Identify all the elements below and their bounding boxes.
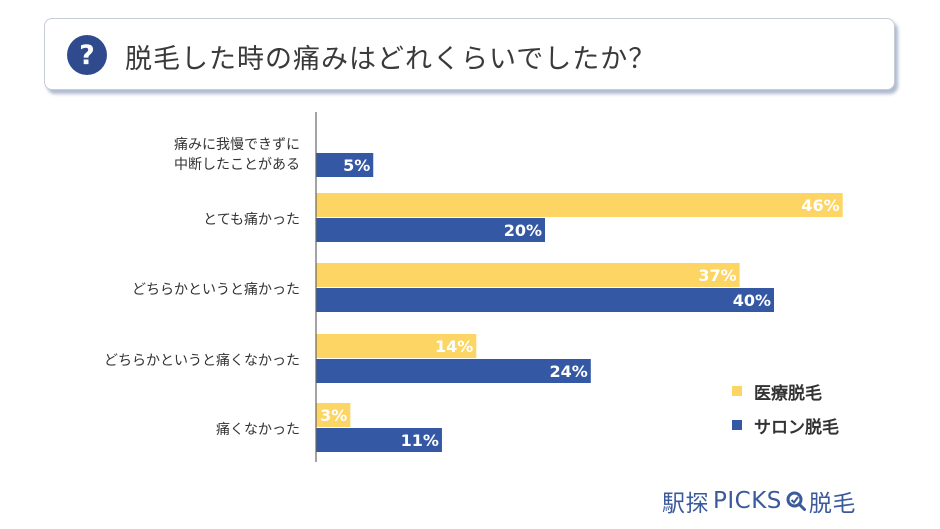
value-label-salon: 11%: [401, 431, 439, 450]
value-label-medical: 14%: [435, 337, 473, 356]
bar-salon: [316, 428, 442, 452]
brand-name-left: 駅探: [662, 491, 709, 517]
category-label: 痛みに我慢できずに中断したことがある: [174, 136, 300, 173]
legend-swatch-medical: [732, 386, 742, 396]
brand-name-right: 脱毛: [808, 491, 856, 517]
brand-logo: 駅探 PICKS 脱毛: [662, 484, 856, 518]
category-label: とても痛かった: [203, 211, 300, 228]
question-circle-icon: ?: [67, 35, 107, 75]
legend-label-salon: サロン脱毛: [754, 417, 839, 438]
value-label-medical: 46%: [801, 196, 839, 215]
legend-item-medical: 医療脱毛: [732, 374, 839, 408]
value-label-salon: 24%: [550, 362, 588, 381]
bar-medical: [316, 193, 843, 217]
magnifier-icon: [786, 491, 806, 511]
legend: 医療脱毛 サロン脱毛: [732, 374, 839, 442]
bar-medical: [316, 263, 740, 287]
value-label-salon: 5%: [343, 156, 370, 175]
bar-salon: [316, 359, 591, 383]
category-label: どちらかというと痛かった: [132, 281, 300, 298]
value-label-salon: 40%: [733, 291, 771, 310]
value-label-medical: 3%: [320, 406, 347, 425]
bar-medical: [316, 403, 351, 427]
bar-salon: [316, 153, 374, 177]
legend-swatch-salon: [732, 420, 742, 430]
bar-salon: [316, 218, 545, 242]
chart-title: 脱毛した時の痛みはどれくらいでしたか？: [125, 44, 657, 75]
legend-item-salon: サロン脱毛: [732, 408, 839, 442]
category-label: 痛くなかった: [216, 421, 300, 438]
bar-medical: [316, 334, 477, 358]
value-label-salon: 20%: [504, 221, 542, 240]
title-box: ? 脱毛した時の痛みはどれくらいでしたか？: [44, 18, 895, 90]
value-label-medical: 37%: [698, 266, 736, 285]
bar-salon: [316, 288, 774, 312]
category-label: どちらかというと痛くなかった: [104, 352, 300, 369]
brand-name-mid: PICKS: [713, 488, 782, 514]
legend-label-medical: 医療脱毛: [754, 383, 822, 404]
